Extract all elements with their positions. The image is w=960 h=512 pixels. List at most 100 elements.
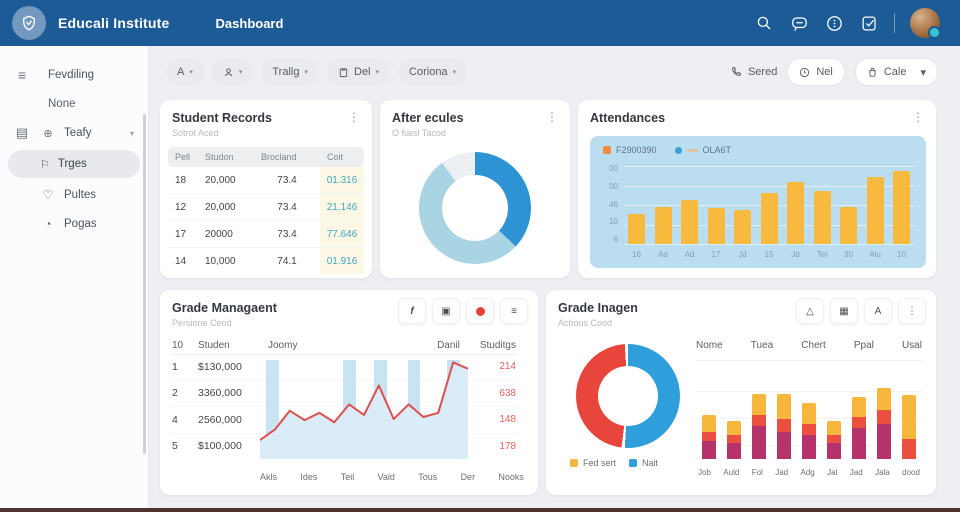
stacked-bar	[727, 368, 741, 459]
calendar-icon[interactable]: ▦	[830, 298, 858, 324]
gm-header-cell: Danil	[437, 339, 460, 351]
kebab-icon[interactable]: ⋮	[898, 298, 926, 324]
kebab-menu-icon[interactable]: ⋮	[912, 110, 924, 124]
triangle-icon[interactable]: △	[796, 298, 824, 324]
bar-segment	[902, 395, 916, 439]
attendance-bar-chart	[624, 166, 914, 245]
y-tick: 10	[609, 217, 618, 227]
student-records-card: Student Records Sotrot Aced ⋮ Pell Studon…	[160, 100, 372, 278]
sidebar-scrollbar[interactable]	[143, 114, 146, 454]
x-tick: 15	[764, 250, 774, 259]
hamburger-icon[interactable]: ≡	[17, 67, 27, 83]
chevron-down-icon: ▾	[452, 69, 457, 76]
copy-icon[interactable]: ▣	[432, 298, 460, 324]
bar-segment	[877, 388, 891, 410]
kebab-menu-icon[interactable]: ⋮	[546, 110, 558, 124]
x-tick: Jad	[849, 468, 863, 477]
clipboard-icon	[339, 67, 348, 77]
x-tick: Fol	[751, 468, 763, 477]
info-circle-icon[interactable]	[824, 13, 844, 33]
row-amount: $130,000	[198, 360, 242, 373]
stacked-bar	[777, 368, 791, 459]
filter-trallg-button[interactable]: Trallg ▾	[261, 59, 319, 85]
bar-segment	[827, 420, 841, 436]
menu-lines-icon[interactable]: ≡	[500, 298, 528, 324]
person-icon[interactable]: A	[864, 298, 892, 324]
filter-coriona-button[interactable]: Coriona ▾	[398, 59, 468, 85]
x-tick: Vald	[377, 472, 395, 482]
table-row: 5 $100,000 178	[172, 434, 516, 460]
x-tick: Jd	[791, 250, 800, 259]
bar-segment	[752, 426, 766, 459]
nav-dashboard[interactable]: Dashboard	[215, 15, 284, 31]
bar	[893, 170, 910, 244]
sidebar-item-trges[interactable]: ⚐ Trges	[8, 150, 140, 178]
facebook-icon[interactable]: f	[398, 298, 426, 324]
sidebar-item-none[interactable]: None	[0, 91, 148, 117]
table-cell: 73.4	[277, 228, 297, 240]
sidebar-item-pogas[interactable]: ◔ Pogas	[0, 211, 148, 237]
table-cell: 20,000	[205, 201, 236, 213]
column-header: Pell	[175, 152, 191, 162]
record-dot	[475, 306, 485, 316]
stacked-bar	[702, 368, 716, 459]
app-logo[interactable]	[12, 6, 46, 40]
stacked-bar	[802, 368, 816, 459]
sidebar-item-pultes[interactable]: ♡ Pultes	[0, 182, 148, 208]
x-tick: Auld	[723, 468, 740, 477]
shield-icon	[23, 15, 35, 31]
chat-icon[interactable]	[789, 13, 809, 33]
row-amount: $100,000	[198, 440, 242, 453]
column-header: Chert	[801, 340, 826, 351]
bar	[707, 208, 725, 244]
table-row: 12 20,000 73.4 21.146	[168, 194, 364, 221]
sered-link[interactable]: Sered	[730, 66, 777, 78]
avatar[interactable]	[910, 8, 941, 39]
table-row: 18 20,000 73.4 01.316	[168, 167, 364, 194]
record-button[interactable]	[466, 298, 494, 324]
x-tick: Jd	[738, 250, 747, 259]
column-header: Coit	[327, 152, 344, 162]
filter-del-button[interactable]: Del ▾	[327, 59, 391, 85]
gm-header-cell: Studitgs	[479, 339, 516, 351]
bar-segment	[702, 431, 716, 441]
kebab-menu-icon[interactable]: ⋮	[348, 110, 360, 124]
card-subtitle: Persione Ceod	[172, 318, 232, 328]
cale-button[interactable]: Cale ▾	[854, 58, 938, 86]
legend-label: Fed sert	[583, 458, 617, 468]
sidebar-item-teafy[interactable]: ▤ ⊕ Teafy ▾	[0, 120, 148, 146]
bar	[628, 214, 645, 244]
sered-label: Sered	[747, 66, 778, 78]
person-icon	[224, 67, 233, 76]
bar-segment	[852, 397, 866, 418]
heart-icon: ♡	[42, 188, 54, 202]
legend-swatch	[603, 146, 611, 154]
table-cell: 20000	[205, 228, 233, 240]
filter-a-button[interactable]: A ▾	[166, 59, 204, 85]
table-cell: 12	[175, 201, 187, 213]
bar-segment	[777, 418, 791, 432]
grade-management-card: Grade Managaent Persione Ceod f ▣ ≡ 10 S…	[160, 290, 538, 495]
legend-swatch	[686, 148, 698, 152]
sidebar-item-fevdiling[interactable]: ≡ Fevdiling	[0, 62, 148, 88]
filter-person-button[interactable]: ▾	[211, 59, 254, 85]
x-tick: 10	[897, 250, 906, 259]
gridline	[624, 244, 914, 245]
chevron-down-icon: ▾	[920, 66, 926, 79]
imagen-stacked-chart	[696, 368, 922, 459]
attendances-card: Attendances ⋮ F2900390 OLA6T 00 00 46 10 6 16…	[578, 100, 936, 278]
chevron-down-icon[interactable]: ▾	[129, 128, 134, 138]
bar-segment	[827, 435, 841, 443]
stacked-bar	[752, 368, 766, 459]
attendance-chart-panel: F2900390 OLA6T 00 00 46 10 6 16 Ad Ad 17 Jd 15 Jd Te…	[590, 136, 926, 268]
row-num: 1	[172, 360, 178, 373]
table-cell: 17	[175, 228, 187, 240]
x-tick: Der	[460, 472, 476, 482]
clock-icon	[800, 67, 810, 77]
nel-button[interactable]: Nel	[787, 58, 845, 86]
search-icon[interactable]	[754, 13, 774, 33]
note-check-icon[interactable]	[859, 13, 879, 33]
sidebar-item-label: None	[48, 98, 76, 110]
table-cell: 14	[175, 255, 187, 267]
y-tick: 00	[609, 164, 618, 173]
